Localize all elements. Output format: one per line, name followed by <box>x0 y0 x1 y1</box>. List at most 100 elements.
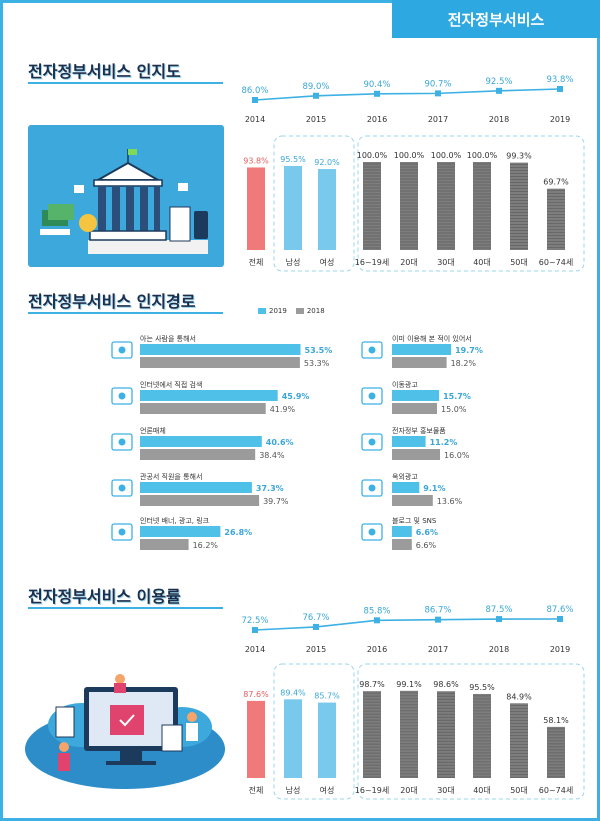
legend-2018-label: 2018 <box>306 307 325 315</box>
awareness-demo-value-label: 100.0% <box>357 151 388 160</box>
path-value-label-2019: 37.3% <box>256 484 284 493</box>
awareness-trend-value-label: 90.4% <box>363 80 390 90</box>
path-value-label-2019: 53.5% <box>305 346 333 355</box>
awareness-demo-value-label: 100.0% <box>467 151 498 160</box>
government-building-illustration <box>28 125 224 267</box>
online-service-illustration <box>25 674 225 789</box>
awareness-demo-bar <box>284 165 302 250</box>
usage-trend-value-label: 87.6% <box>546 605 573 615</box>
usage-trend-point <box>435 616 441 623</box>
usage-trend-value-label: 86.7% <box>424 606 451 616</box>
awareness-demo-category-label: 50대 <box>510 258 528 267</box>
usage-demo-category-label: 여성 <box>320 785 335 795</box>
awareness-demo-age-group-box <box>357 135 585 272</box>
path-bar-2019 <box>392 436 426 447</box>
usage-demo-category-label: 남성 <box>286 786 301 795</box>
path-bar-2019 <box>392 526 412 537</box>
legend-swatch-2019 <box>258 308 266 314</box>
legend-swatch-2018 <box>295 308 304 314</box>
path-category-icon-dot <box>368 392 376 400</box>
usage-title-underline <box>28 607 223 609</box>
awareness-trend-value-label: 92.5% <box>485 77 512 87</box>
path-bar-2018 <box>140 539 189 550</box>
path-bar-2018 <box>140 403 266 414</box>
path-value-label-2019: 26.8% <box>224 528 252 537</box>
path-category-label: 블로그 및 SNS <box>392 516 437 525</box>
path-value-label-2018: 38.4% <box>259 451 285 460</box>
awareness-demo-value-label: 100.0% <box>394 151 425 160</box>
usage-trend-value-label: 72.5% <box>241 616 268 626</box>
path-bar-2018 <box>392 403 437 414</box>
awareness-trend-line <box>254 88 561 101</box>
usage-trend-point <box>557 616 563 622</box>
usage-demo-bar <box>400 690 418 778</box>
path-category-label: 관공서 직원을 통해서 <box>140 472 202 481</box>
awareness-demographic-chart: 93.8% 전체 95.5% 남성 92.0% 여성 100.0% 16~19세 100.0% 2… <box>243 135 585 272</box>
usage-demo-value-label: 99.1% <box>396 680 422 689</box>
awareness-trend-year-label: 2015 <box>306 115 326 124</box>
path-category-label: 인터넷 배너, 광고, 링크 <box>140 516 210 525</box>
path-bar-2018 <box>392 539 412 550</box>
usage-demo-category-label: 16~19세 <box>355 786 389 795</box>
usage-trend-point <box>496 616 502 623</box>
path-value-label-2019: 11.2% <box>430 438 458 447</box>
awareness-demo-category-label: 20대 <box>400 258 418 267</box>
path-value-label-2019: 6.6% <box>416 528 438 537</box>
awareness-demo-value-label: 99.3% <box>506 152 532 161</box>
usage-demo-value-label: 98.6% <box>433 680 459 689</box>
usage-trend-year-label: 2019 <box>550 645 570 654</box>
awareness-trend-value-label: 93.8% <box>546 75 573 85</box>
usage-trend-year-label: 2016 <box>367 645 387 654</box>
awareness-trend-chart: 86.0% 2014 89.0% 2015 90.4% 2016 90.7% 2017 92.5… <box>241 75 573 124</box>
awareness-demo-category-label: 60~74세 <box>539 258 573 267</box>
usage-demographic-chart: 87.6% 전체 89.4% 남성 85.7% 여성 98.7% 16~19세 99.1% 20대… <box>243 663 585 800</box>
awareness-trend-year-label: 2014 <box>245 115 265 124</box>
awareness-demo-value-label: 92.0% <box>314 158 340 167</box>
usage-demo-bar <box>318 702 336 778</box>
path-bar-2018 <box>140 449 256 460</box>
awareness-trend-value-label: 86.0% <box>241 86 268 96</box>
usage-demo-value-label: 84.9% <box>506 692 532 701</box>
usage-demo-bar <box>284 699 302 778</box>
path-category-label: 전자정부 홍보물품 <box>392 426 446 435</box>
usage-trend-year-label: 2015 <box>306 645 326 654</box>
path-value-label-2018: 13.6% <box>437 497 463 506</box>
awareness-trend-year-label: 2019 <box>550 115 570 124</box>
path-value-label-2018: 39.7% <box>263 497 289 506</box>
path-bar-2018 <box>392 495 433 506</box>
path-category-icon-dot <box>368 484 376 492</box>
awareness-trend-point <box>374 90 380 97</box>
usage-trend-point <box>313 623 319 630</box>
path-category-icon-dot <box>368 438 376 446</box>
awareness-trend-value-label: 89.0% <box>302 82 329 92</box>
path-bar-2018 <box>392 357 447 368</box>
awareness-demo-value-label: 93.8% <box>243 156 269 165</box>
path-category-icon-dot <box>118 438 126 446</box>
usage-demo-category-label: 60~74세 <box>539 786 573 795</box>
awareness-title: 전자정부서비스 인지도 <box>28 62 181 81</box>
path-value-label-2018: 53.3% <box>304 359 330 368</box>
path-value-label-2018: 15.0% <box>441 405 467 414</box>
path-bar-2019 <box>392 390 440 401</box>
path-value-label-2019: 40.6% <box>266 438 294 447</box>
legend: 2019 2018 <box>258 307 325 315</box>
usage-demo-value-label: 87.6% <box>243 690 269 699</box>
path-title: 전자정부서비스 인지경로 <box>28 292 196 311</box>
usage-demo-value-label: 58.1% <box>543 716 569 725</box>
awareness-demo-bar <box>547 188 565 250</box>
usage-trend-value-label: 85.8% <box>363 606 390 616</box>
path-category-label: 옥외광고 <box>392 472 418 481</box>
awareness-trend-point <box>557 86 563 92</box>
awareness-demo-value-label: 95.5% <box>280 155 306 164</box>
awareness-demo-bar <box>318 169 336 250</box>
awareness-trend-year-label: 2017 <box>428 115 448 124</box>
awareness-demo-category-label: 40대 <box>473 258 491 267</box>
path-value-label-2018: 16.2% <box>193 541 219 550</box>
awareness-trend-point <box>252 97 258 103</box>
path-category-icon-dot <box>118 346 126 354</box>
path-value-label-2019: 19.7% <box>455 346 483 355</box>
path-bar-2018 <box>392 449 440 460</box>
usage-trend-value-label: 76.7% <box>302 613 329 623</box>
path-value-label-2018: 16.0% <box>444 451 470 460</box>
path-bar-2018 <box>140 495 260 506</box>
